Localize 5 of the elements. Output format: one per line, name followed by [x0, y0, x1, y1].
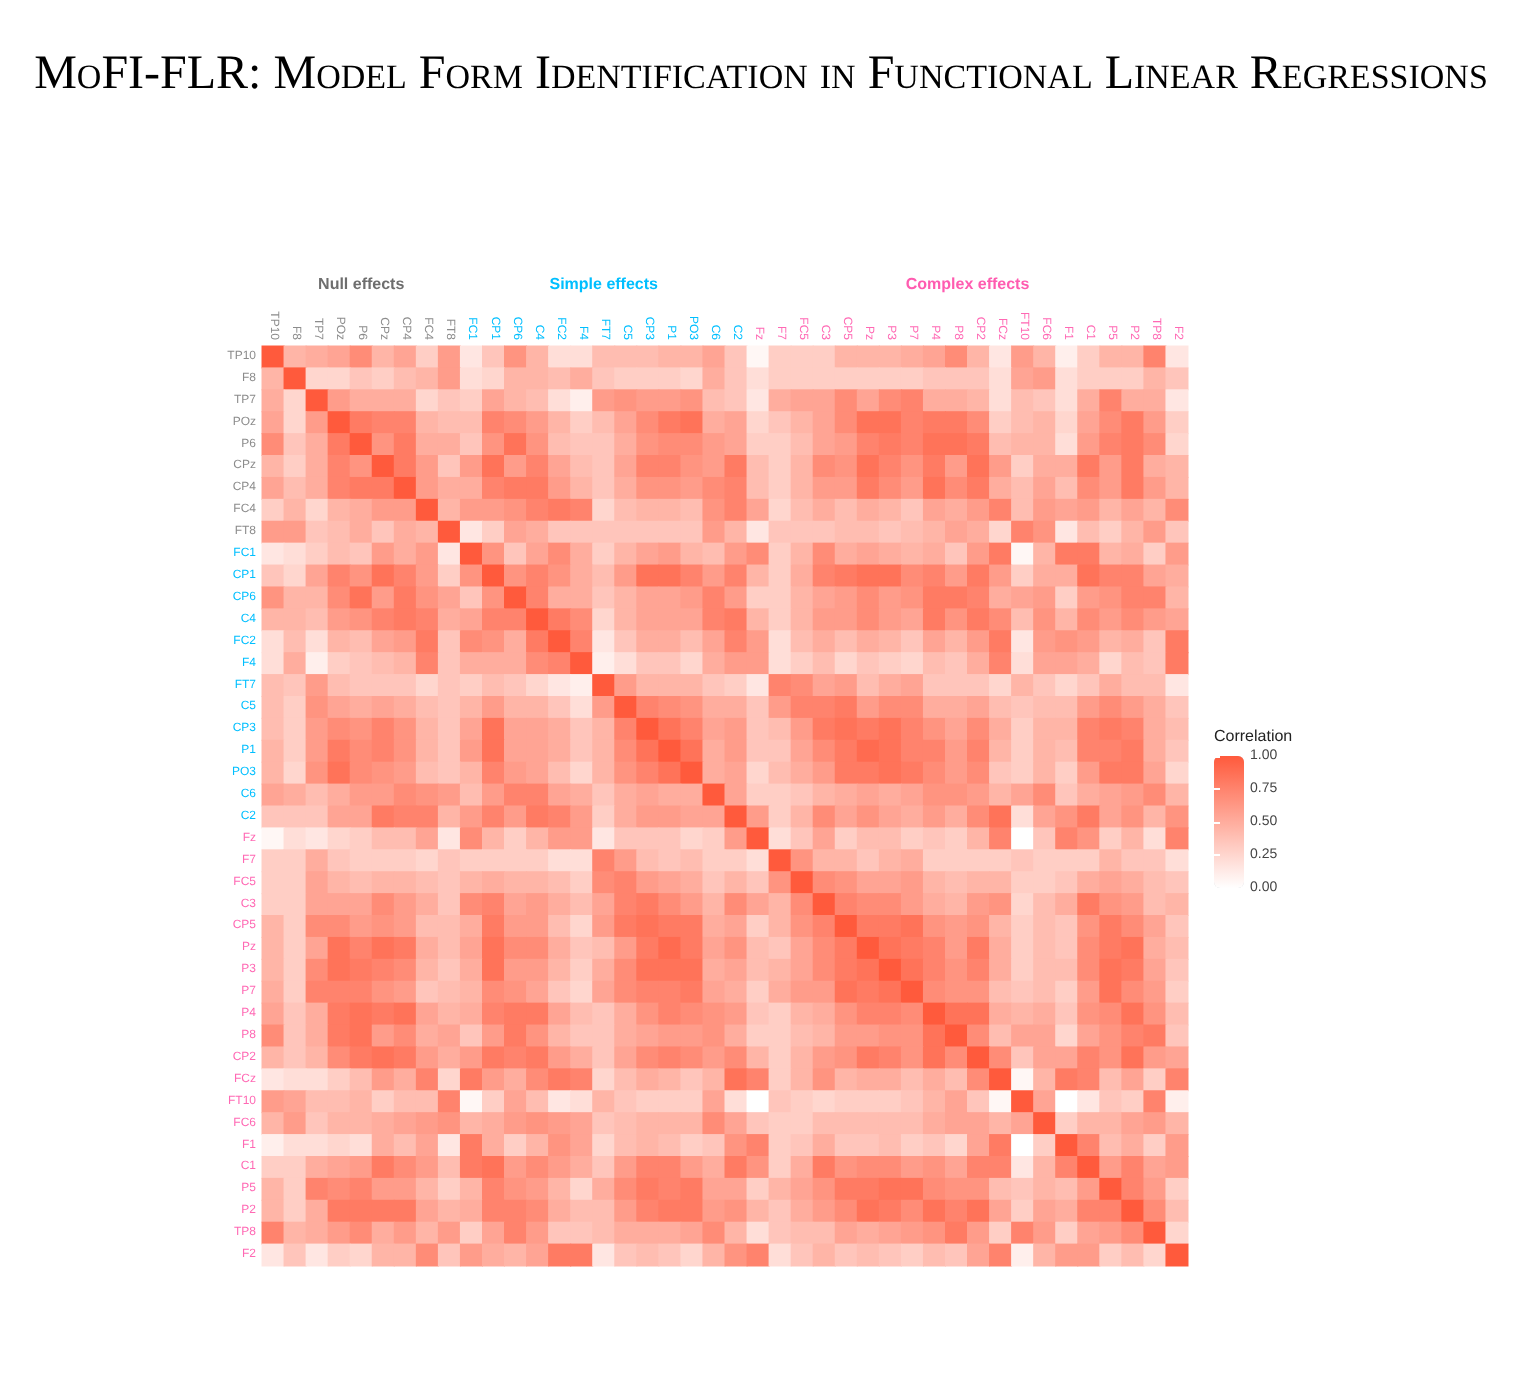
color-bar-title: Correlation: [1214, 727, 1293, 745]
text: Simple effects: [549, 275, 660, 293]
text: Complex effects: [905, 275, 1031, 293]
chart-title: MoFI-FLR: Model Form Identification in Functional Linear Regressions: [32, 46, 1490, 104]
text: Null effects: [318, 275, 406, 293]
